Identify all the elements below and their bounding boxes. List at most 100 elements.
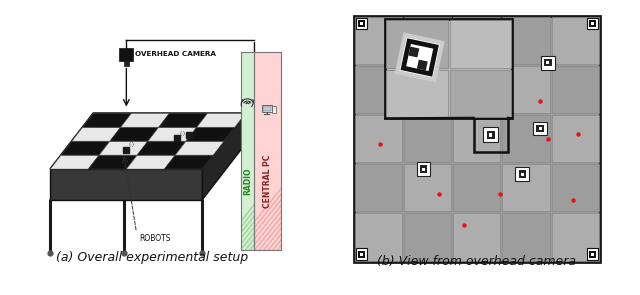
Bar — [453, 115, 500, 162]
Bar — [589, 251, 596, 258]
Polygon shape — [88, 155, 137, 169]
Bar — [544, 59, 552, 66]
Bar — [420, 165, 428, 173]
Bar — [263, 106, 271, 111]
Polygon shape — [61, 141, 110, 155]
Bar — [355, 164, 402, 212]
Bar — [502, 115, 550, 162]
Polygon shape — [83, 113, 131, 127]
Bar — [124, 60, 129, 65]
Bar — [518, 170, 526, 178]
Bar — [486, 131, 495, 139]
Bar — [453, 17, 500, 64]
Text: OVERHEAD CAMERA: OVERHEAD CAMERA — [135, 51, 216, 58]
Polygon shape — [126, 155, 175, 169]
Bar — [241, 53, 255, 250]
Polygon shape — [164, 155, 213, 169]
Bar — [450, 20, 511, 68]
Bar — [360, 22, 363, 25]
Bar — [450, 70, 511, 117]
Bar — [360, 253, 363, 255]
Polygon shape — [110, 127, 159, 141]
Bar — [552, 164, 599, 212]
Text: (a) Overall experimental setup: (a) Overall experimental setup — [56, 251, 248, 264]
Bar — [241, 53, 255, 250]
Bar — [358, 20, 365, 27]
Bar — [521, 173, 524, 176]
Bar — [422, 168, 425, 171]
Polygon shape — [51, 169, 202, 199]
Bar — [453, 164, 500, 212]
Polygon shape — [51, 113, 246, 169]
Text: (b) View from overhead camera: (b) View from overhead camera — [378, 255, 576, 268]
Bar — [408, 47, 419, 58]
Bar — [356, 17, 367, 29]
Text: RADIO: RADIO — [243, 167, 252, 195]
Text: (·): (·) — [129, 142, 135, 147]
Bar — [241, 53, 255, 250]
Bar — [355, 66, 402, 113]
Bar — [404, 164, 451, 212]
Bar — [404, 115, 451, 162]
Bar — [483, 127, 499, 142]
Polygon shape — [121, 113, 170, 127]
Bar — [417, 60, 428, 71]
Polygon shape — [72, 127, 121, 141]
Bar — [539, 127, 541, 130]
Bar — [502, 164, 550, 212]
Bar — [273, 106, 276, 113]
Bar — [552, 66, 599, 113]
Bar — [355, 214, 402, 261]
Bar — [591, 253, 594, 255]
Bar — [502, 66, 550, 113]
Bar — [401, 38, 439, 77]
Bar — [552, 115, 599, 162]
Bar — [355, 17, 402, 64]
Bar — [453, 214, 500, 261]
Bar — [536, 125, 544, 132]
Bar — [385, 19, 512, 118]
Polygon shape — [186, 127, 235, 141]
Bar — [255, 53, 281, 250]
Bar — [586, 17, 598, 29]
Bar — [387, 20, 448, 68]
Text: ROBOTS: ROBOTS — [139, 234, 170, 243]
Bar — [489, 133, 492, 137]
Bar — [547, 61, 549, 64]
Polygon shape — [175, 141, 224, 155]
Bar — [404, 66, 451, 113]
Bar — [387, 70, 448, 117]
Bar — [255, 53, 281, 250]
Polygon shape — [51, 155, 99, 169]
Polygon shape — [202, 113, 246, 199]
Bar — [358, 251, 365, 258]
Text: CENTRAL PC: CENTRAL PC — [263, 154, 272, 208]
Polygon shape — [159, 113, 207, 127]
Bar — [356, 248, 367, 260]
Bar — [417, 162, 431, 176]
Bar — [119, 48, 134, 60]
Bar — [541, 55, 555, 70]
Bar — [406, 44, 433, 71]
Bar — [255, 53, 281, 250]
Bar — [589, 20, 596, 27]
Text: (···): (···) — [240, 99, 255, 108]
Bar — [474, 118, 508, 152]
Polygon shape — [196, 113, 246, 127]
Polygon shape — [137, 141, 186, 155]
Bar — [502, 17, 550, 64]
Bar — [453, 66, 500, 113]
Bar — [404, 214, 451, 261]
Bar — [355, 115, 402, 162]
Bar — [533, 122, 547, 135]
Bar — [404, 17, 451, 64]
Bar — [262, 105, 271, 112]
Bar — [397, 35, 442, 80]
Bar — [586, 248, 598, 260]
Bar — [591, 22, 594, 25]
Text: (·): (·) — [179, 131, 186, 136]
Bar — [552, 17, 599, 64]
Polygon shape — [99, 141, 148, 155]
Bar — [552, 214, 599, 261]
Bar — [515, 167, 529, 181]
